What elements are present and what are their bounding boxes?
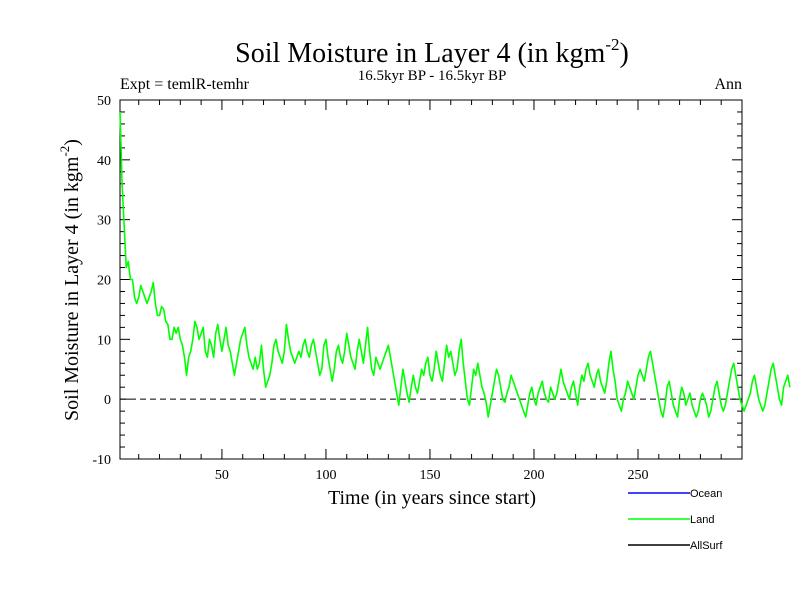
x-tick-label: 150 (419, 468, 440, 483)
y-axis-label-main: Soil Moisture in Layer 4 (in kgm (61, 156, 83, 421)
y-tick-label: 20 (97, 274, 111, 289)
chart-title-close: ) (620, 38, 629, 69)
y-tick-label: 50 (97, 94, 111, 109)
y-tick-label: 40 (97, 154, 111, 169)
x-axis-label: Time (in years since start) (328, 487, 536, 509)
y-tick-label: -10 (92, 453, 111, 468)
y-axis-label-close: ) (61, 139, 83, 146)
plot-frame (119, 99, 743, 460)
y-axis-label: Soil Moisture in Layer 4 (in kgm-2) (57, 139, 83, 421)
chart-title-main: Soil Moisture in Layer 4 (in kgm (235, 38, 605, 69)
legend-label-land: Land (690, 514, 714, 526)
chart-title: Soil Moisture in Layer 4 (in kgm-2) (235, 35, 629, 69)
experiment-label: Expt = temlR-temhr (120, 76, 250, 93)
legend-label-ocean: Ocean (690, 488, 722, 500)
series-line-land (119, 111, 791, 418)
x-tick-label: 250 (627, 468, 648, 483)
season-label: Ann (714, 76, 742, 93)
y-tick-label: 0 (104, 393, 111, 408)
y-axis-label-sup: -2 (57, 146, 72, 157)
x-tick-label: 200 (523, 468, 544, 483)
legend: Ocean Land AllSurf (628, 488, 723, 552)
legend-label-allsurf: AllSurf (690, 540, 723, 552)
y-tick-label: 30 (97, 214, 111, 229)
axes: 50 100 150 200 250 -10 0 10 20 30 40 50 (92, 94, 743, 483)
chart-title-sup: -2 (605, 35, 619, 54)
y-tick-label: 10 (97, 333, 111, 348)
chart-subtitle: 16.5kyr BP - 16.5kyr BP (358, 68, 507, 84)
x-tick-label: 100 (315, 468, 336, 483)
series-layer (119, 111, 791, 418)
x-tick-label: 50 (215, 468, 229, 483)
